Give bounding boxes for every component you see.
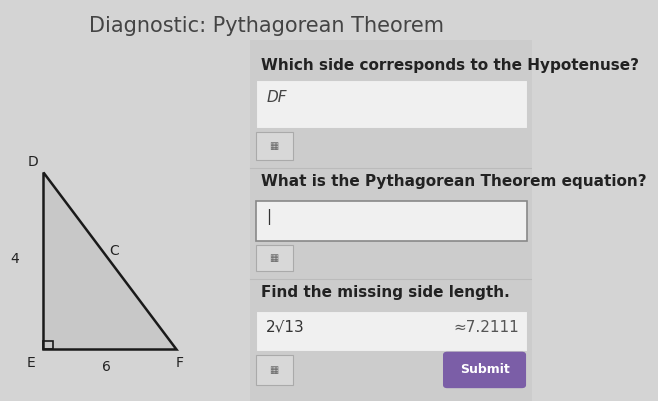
Polygon shape [43,172,176,349]
Text: D: D [28,156,38,169]
Text: ▦: ▦ [270,142,279,151]
FancyBboxPatch shape [250,40,532,401]
FancyBboxPatch shape [255,200,527,241]
Text: 2√13: 2√13 [266,320,305,334]
Text: ▦: ▦ [270,253,279,263]
FancyBboxPatch shape [255,355,293,385]
Text: C: C [110,244,119,257]
Text: Submit: Submit [460,363,509,377]
FancyBboxPatch shape [255,245,293,271]
FancyBboxPatch shape [255,80,527,128]
Text: ▦: ▦ [270,365,279,375]
Text: Which side corresponds to the Hypotenuse?: Which side corresponds to the Hypotenuse… [261,58,639,73]
FancyBboxPatch shape [443,352,526,388]
Text: Find the missing side length.: Find the missing side length. [261,285,510,300]
Text: 4: 4 [11,252,19,265]
FancyBboxPatch shape [255,132,293,160]
Text: 6: 6 [102,360,111,374]
Text: F: F [176,356,184,370]
Text: ≈7.2111: ≈7.2111 [453,320,519,334]
Text: E: E [26,356,36,370]
Text: What is the Pythagorean Theorem equation?: What is the Pythagorean Theorem equation… [261,174,647,189]
FancyBboxPatch shape [255,311,527,351]
Text: Diagnostic: Pythagorean Theorem: Diagnostic: Pythagorean Theorem [89,16,443,36]
Text: |: | [266,209,271,225]
Text: DF: DF [266,90,287,105]
